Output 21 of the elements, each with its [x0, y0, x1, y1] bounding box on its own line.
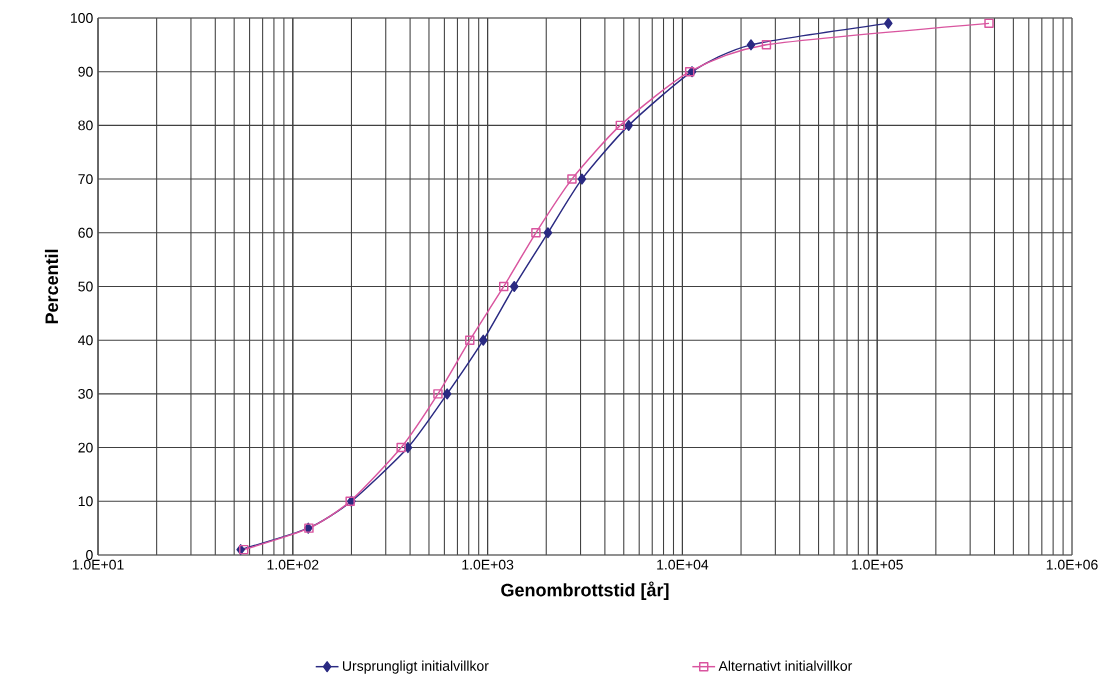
y-tick-label: 40	[78, 335, 93, 346]
y-tick-label: 90	[78, 66, 93, 77]
y-tick-label: 60	[78, 227, 93, 238]
x-tick-label: 1.0E+03	[462, 559, 514, 570]
x-tick-label: 1.0E+01	[72, 559, 124, 570]
y-tick-label: 10	[78, 496, 93, 507]
legend-label: Ursprungligt initialvillkor	[342, 660, 489, 674]
y-tick-label: 20	[78, 442, 93, 453]
x-axis-title: Genombrottstid [år]	[501, 581, 669, 600]
y-axis-title: Percentil	[44, 249, 59, 324]
y-tick-label: 50	[78, 281, 93, 292]
legend-label: Alternativt initialvillkor	[718, 660, 853, 671]
y-tick-label: 100	[71, 13, 93, 23]
x-tick-label: 1.0E+06	[1046, 559, 1098, 570]
x-tick-label: 1.0E+02	[267, 559, 319, 570]
y-tick-label: 0	[86, 550, 93, 560]
y-tick-label: 80	[78, 120, 93, 131]
x-tick-label: 1.0E+04	[657, 559, 709, 570]
y-tick-label: 30	[78, 388, 93, 399]
x-tick-label: 1.0E+05	[852, 559, 903, 570]
y-tick-label: 70	[78, 174, 93, 185]
